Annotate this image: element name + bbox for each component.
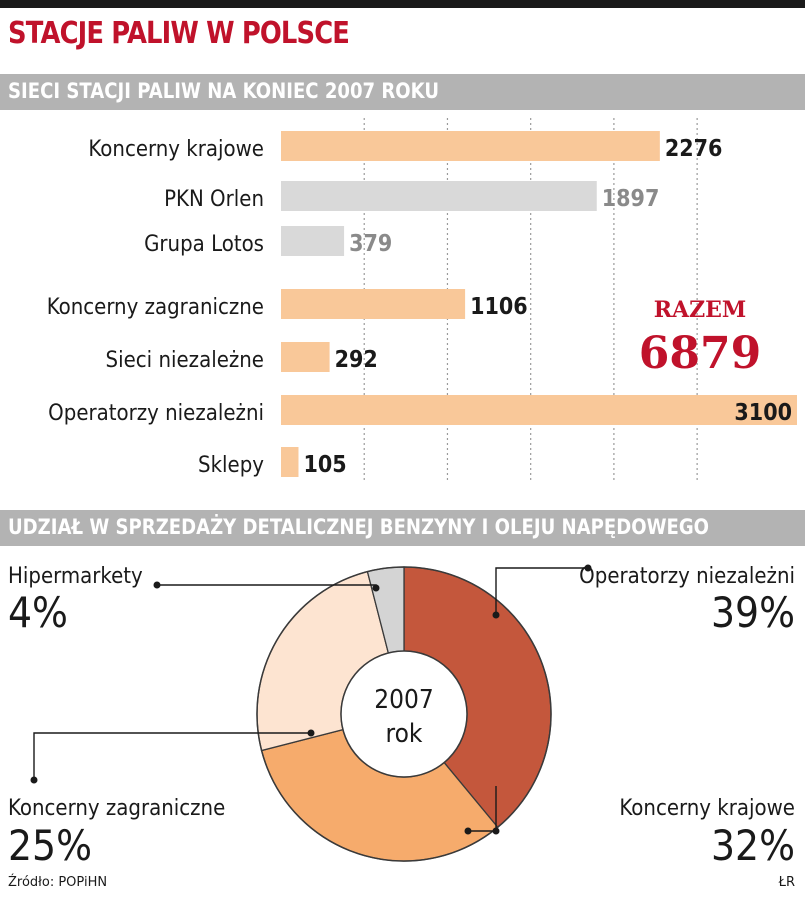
bar-section-header: SIECI STACJI PALIW NA KONIEC 2007 ROKU — [0, 74, 805, 110]
slice-label: Koncerny zagraniczne — [8, 796, 225, 821]
value-label: 105 — [303, 452, 346, 478]
leader-line — [495, 567, 588, 615]
category-label: Sieci niezależne — [106, 348, 264, 373]
slice-value: 4% — [8, 588, 68, 637]
slice-value: 25% — [8, 821, 92, 870]
bar — [281, 226, 345, 256]
total-label: RAZEM — [654, 297, 747, 323]
slice-label: Hipermarkety — [8, 564, 143, 589]
slice-label: Operatorzy niezależni — [579, 564, 795, 589]
leader-dot — [153, 581, 161, 589]
source-note: Źródło: POPiHN — [8, 875, 108, 890]
value-label: 3100 — [734, 400, 792, 426]
center-label-year: 2007 — [374, 685, 434, 715]
category-label: Operatorzy niezależni — [48, 401, 264, 426]
center-label-unit: rok — [386, 719, 423, 749]
value-label: 1106 — [470, 294, 528, 320]
leader-dot — [372, 584, 380, 592]
leader-dot — [492, 827, 500, 835]
bar-chart-title: SIECI STACJI PALIW NA KONIEC 2007 ROKU — [8, 79, 439, 103]
category-label: PKN Orlen — [164, 187, 264, 212]
leader-dot — [492, 611, 500, 619]
value-label: 2276 — [665, 136, 723, 162]
pie-chart-title: UDZIAŁ W SPRZEDAŻY DETALICZNEJ BENZYNY I… — [8, 515, 710, 539]
bar — [281, 289, 466, 319]
leader-dot — [464, 827, 472, 835]
leader-dot — [307, 729, 315, 737]
page-title: STACJE PALIW W POLSCE — [8, 16, 350, 51]
category-label: Grupa Lotos — [144, 232, 264, 257]
pie-section-header: UDZIAŁ W SPRZEDAŻY DETALICZNEJ BENZYNY I… — [0, 510, 805, 546]
value-label: 1897 — [602, 186, 660, 212]
category-label: Koncerny zagraniczne — [47, 295, 264, 320]
bar — [281, 395, 797, 425]
leader-dot — [584, 564, 592, 572]
slice-label: Koncerny krajowe — [619, 796, 795, 821]
total-value: 6879 — [639, 328, 761, 379]
bar — [281, 447, 299, 477]
leader-line — [33, 732, 311, 780]
top-rule — [0, 0, 805, 8]
leader-dot — [30, 776, 38, 784]
value-label: 292 — [335, 347, 378, 373]
bar — [281, 131, 660, 161]
donut-hole — [340, 650, 468, 778]
category-label: Sklepy — [198, 453, 264, 478]
author-credit: ŁR — [778, 875, 795, 890]
donut-outline — [256, 566, 552, 862]
slice-value: 39% — [711, 588, 795, 637]
bar — [281, 342, 330, 372]
value-label: 379 — [349, 231, 392, 257]
bar — [281, 181, 597, 211]
category-label: Koncerny krajowe — [88, 137, 264, 162]
slice-value: 32% — [711, 821, 795, 870]
